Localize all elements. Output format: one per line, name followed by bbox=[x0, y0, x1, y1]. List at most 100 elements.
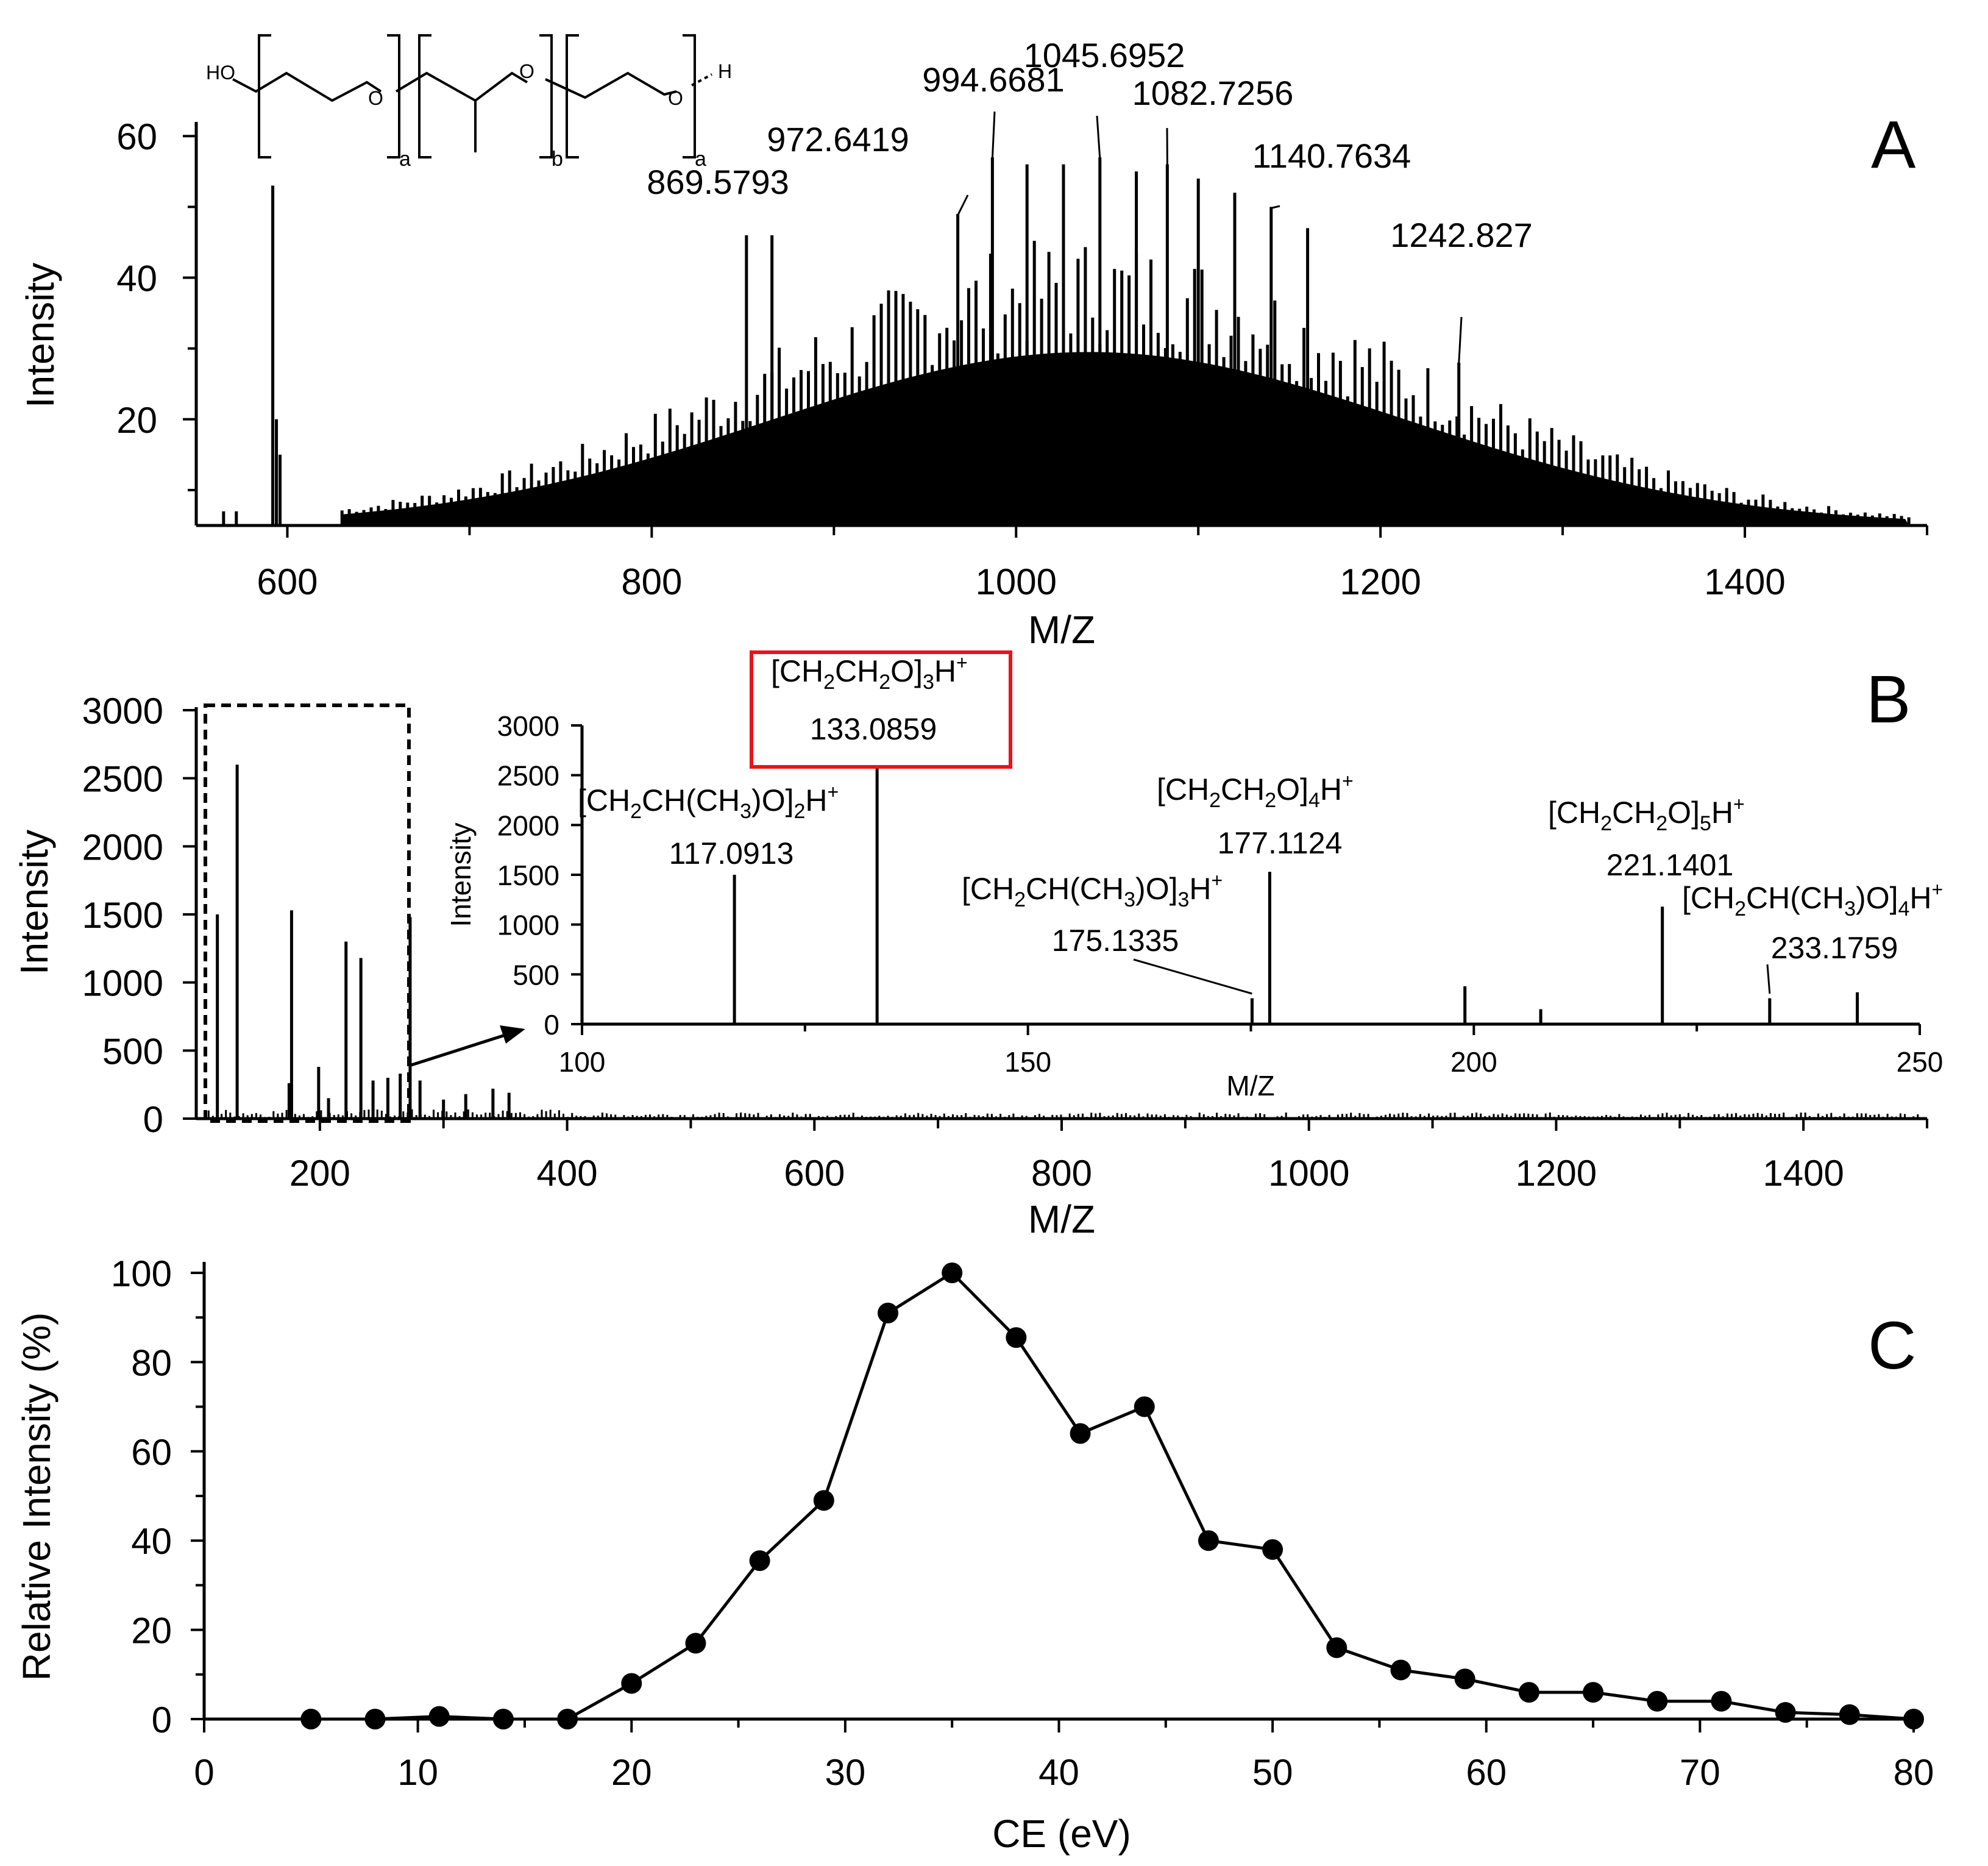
x-tick-label: 1400 bbox=[1704, 561, 1785, 602]
x-tick-label: 20 bbox=[611, 1752, 652, 1793]
zoom-region-box bbox=[204, 703, 411, 1123]
x-tick-label: 1200 bbox=[1340, 561, 1421, 602]
data-point bbox=[1134, 1396, 1155, 1417]
formula-part: H bbox=[1909, 881, 1931, 915]
bracket-a-right bbox=[387, 34, 400, 158]
formula-part: [CH bbox=[771, 654, 823, 688]
y-tick-label: 60 bbox=[131, 1432, 172, 1473]
ion-formula: [CH2CH2O]4H+ bbox=[1157, 770, 1354, 812]
data-point bbox=[1647, 1690, 1668, 1712]
data-point bbox=[300, 1709, 322, 1729]
formula-part: 5 bbox=[1700, 812, 1711, 835]
x-tick-label: 70 bbox=[1680, 1752, 1720, 1793]
formula-part: H bbox=[805, 783, 827, 817]
panel-a-peak-annotations: 869.5793 972.6419 994.66811045.69521082.72… bbox=[647, 36, 1533, 364]
panel-a-y-title: Intensity bbox=[18, 263, 62, 408]
peak-label: 972.6419 bbox=[767, 120, 909, 158]
formula-part: 2 bbox=[1734, 897, 1746, 921]
bracket-b-left bbox=[418, 34, 431, 158]
highlight-box bbox=[750, 650, 1012, 769]
inset-x-tick-label: 100 bbox=[559, 1046, 606, 1078]
formula-part: + bbox=[1932, 878, 1944, 900]
x-tick-label: 600 bbox=[257, 561, 318, 602]
data-point bbox=[1583, 1682, 1604, 1703]
y-tick-label: 100 bbox=[111, 1253, 172, 1294]
data-point bbox=[621, 1673, 642, 1694]
formula-part: 2 bbox=[823, 671, 835, 694]
chain-ethylene-1 bbox=[232, 71, 382, 102]
peak-leader-line bbox=[957, 194, 969, 216]
peak-leader-line bbox=[991, 111, 996, 159]
formula-part: [CH bbox=[1682, 881, 1734, 915]
panel-c-series bbox=[300, 1262, 1924, 1729]
series-line bbox=[311, 1270, 1914, 1721]
inset-y-tick-label: 3000 bbox=[497, 710, 559, 742]
formula-part: CH bbox=[1221, 772, 1265, 807]
y-tick-label: 0 bbox=[143, 1099, 163, 1140]
data-point bbox=[1262, 1539, 1283, 1560]
structure-label: O bbox=[368, 87, 383, 109]
inset-y-title: Intensity bbox=[445, 822, 477, 927]
panel-a-spectrum: 600 800 1000 1200 1400 20 40 60 M/Z Intensity A… bbox=[18, 34, 1928, 652]
panel-a-ticks: 600 800 1000 1200 1400 20 40 60 bbox=[116, 116, 1928, 602]
formula-part: + bbox=[1212, 869, 1223, 891]
ion-formula: [CH2CH2O]3H+ bbox=[771, 652, 968, 694]
ion-mass-label: 221.1401 bbox=[1606, 848, 1734, 882]
polymer-structure-labels: HO O O O H a b a bbox=[206, 60, 732, 171]
ion-formula: [CH2CH2O]5H+ bbox=[1548, 793, 1745, 835]
formula-part: 2 bbox=[1014, 888, 1026, 911]
chain-propylene bbox=[395, 71, 528, 102]
x-tick-label: 30 bbox=[825, 1752, 866, 1793]
y-tick-label: 3000 bbox=[82, 691, 163, 732]
panel-b-x-title: M/Z bbox=[1028, 1197, 1095, 1241]
data-point bbox=[1198, 1530, 1219, 1551]
formula-part: + bbox=[956, 652, 968, 674]
ion-mass-label: 175.1335 bbox=[1052, 924, 1179, 958]
formula-part: [CH bbox=[1548, 796, 1600, 830]
inset-y-tick-label: 2000 bbox=[497, 810, 559, 841]
panel-c-plot: 0 10 20 30 40 50 60 70 80 0 20 40 60 80 100 CE (eV) Re… bbox=[15, 1253, 1934, 1856]
ion-mass-label: 177.1124 bbox=[1218, 826, 1343, 860]
formula-part: H bbox=[1189, 872, 1211, 906]
panel-b-spectrum: 200 400 600 800 1000 1200 14000500100015002000… bbox=[12, 650, 1943, 1241]
data-point bbox=[1775, 1702, 1796, 1723]
y-tick-label: 0 bbox=[152, 1700, 172, 1740]
formula-part: 2 bbox=[1600, 812, 1612, 835]
x-tick-label: 1200 bbox=[1516, 1153, 1597, 1194]
peak-leader-line bbox=[1458, 316, 1463, 364]
formula-part: 2 bbox=[630, 800, 642, 823]
panel-c-letter: C bbox=[1868, 1308, 1916, 1383]
data-point bbox=[1006, 1327, 1027, 1348]
data-point bbox=[1390, 1659, 1411, 1681]
formula-part: H bbox=[934, 654, 956, 688]
data-point bbox=[364, 1709, 386, 1729]
x-tick-label: 1000 bbox=[976, 561, 1057, 602]
chain-ethylene-2 bbox=[545, 71, 677, 99]
x-tick-label: 40 bbox=[1038, 1752, 1079, 1793]
x-tick-label: 1400 bbox=[1763, 1153, 1844, 1194]
formula-part: 3 bbox=[1177, 888, 1189, 911]
data-point bbox=[1518, 1682, 1539, 1703]
inset-annotations: [CH2CH(CH3)O]2H+117.0913[CH2CH2O]3H+133.… bbox=[578, 652, 1943, 995]
formula-part: 3 bbox=[923, 671, 934, 694]
formula-part: 3 bbox=[1844, 897, 1856, 921]
data-point bbox=[942, 1262, 963, 1283]
peak-label: 869.5793 bbox=[647, 163, 789, 201]
y-tick-label: 60 bbox=[116, 116, 157, 157]
ion-formula: [CH2CH(CH3)O]4H+ bbox=[1682, 878, 1943, 921]
x-tick-label: 60 bbox=[1466, 1752, 1507, 1793]
structure-label: O bbox=[519, 60, 534, 82]
formula-part: O] bbox=[1667, 796, 1700, 830]
x-tick-label: 50 bbox=[1252, 1752, 1293, 1793]
x-tick-label: 600 bbox=[784, 1153, 845, 1194]
y-tick-label: 2500 bbox=[82, 759, 163, 800]
data-point bbox=[1070, 1423, 1091, 1444]
formula-part: + bbox=[1342, 770, 1354, 792]
ion-mass-label: 233.1759 bbox=[1771, 931, 1898, 965]
peak-label: 994.6681 bbox=[922, 60, 1065, 99]
inset-x-title: M/Z bbox=[1226, 1070, 1274, 1102]
data-point bbox=[557, 1709, 578, 1729]
formula-part: [CH bbox=[578, 783, 630, 817]
panel-b-letter: B bbox=[1866, 662, 1911, 737]
